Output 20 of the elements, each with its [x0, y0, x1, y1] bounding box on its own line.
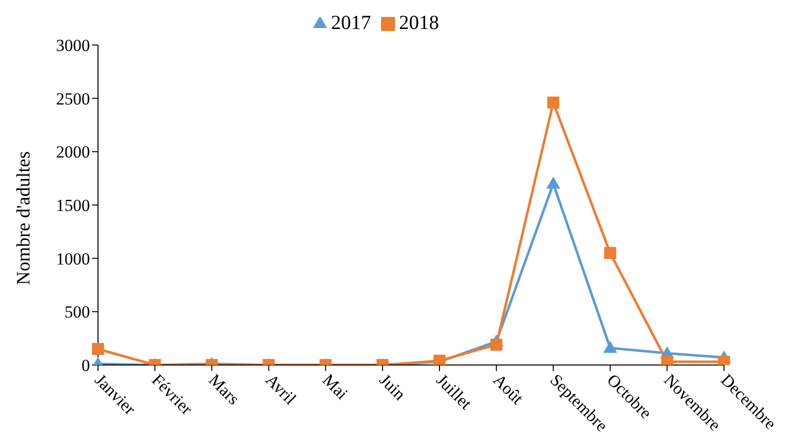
x-tick-label: Juin: [376, 370, 410, 404]
x-tick-label: Avril: [262, 370, 300, 409]
point: [546, 176, 560, 189]
y-tick-label: 500: [64, 302, 90, 322]
point: [603, 340, 618, 353]
x-tick-label: Août: [490, 370, 528, 408]
point: [490, 338, 502, 351]
y-axis-title: Nombre d'adultes: [14, 151, 35, 285]
y-tick-label: 2000: [56, 142, 90, 162]
x-tick-label: Mai: [318, 370, 352, 404]
y-tick-label: 1500: [56, 196, 90, 216]
y-tick-label: 3000: [56, 36, 90, 56]
point: [547, 96, 560, 109]
legend-label: 2018: [399, 12, 439, 34]
y-tick-label: 2500: [56, 89, 90, 108]
y-tick-label: 1000: [56, 249, 90, 268]
legend-label: 2017: [331, 12, 371, 34]
y-tick-label: 0: [82, 356, 90, 376]
point: [92, 343, 104, 355]
point: [604, 247, 616, 259]
